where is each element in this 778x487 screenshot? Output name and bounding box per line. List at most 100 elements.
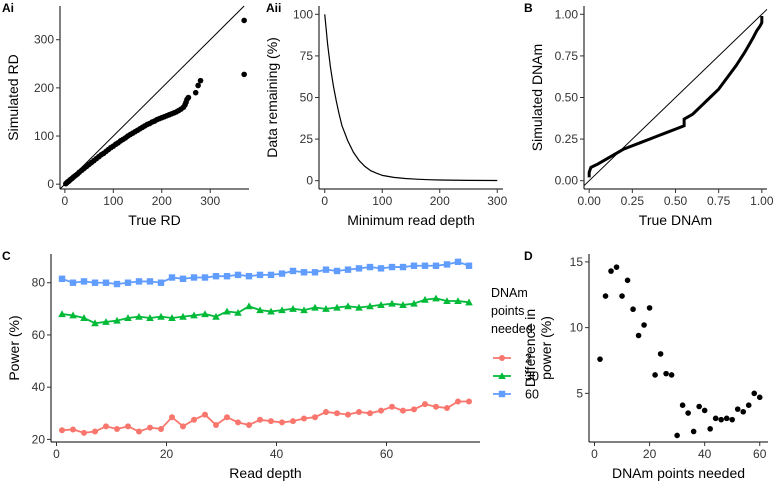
- series-point-30: [157, 312, 165, 320]
- x-axis-title: DNAm points needed: [612, 465, 745, 481]
- series-point-60: [311, 269, 319, 276]
- series-point-60: [179, 275, 187, 283]
- series-point-2: [400, 407, 406, 414]
- series-point-30: [421, 295, 429, 303]
- series-point-2: [158, 425, 164, 432]
- panel-label-d: D: [524, 249, 533, 263]
- y-tick-label: 0.25: [555, 132, 579, 146]
- series-point-2: [422, 401, 428, 408]
- series-point-2: [411, 406, 417, 413]
- legend-key-marker-60: [498, 390, 506, 398]
- data-point: [734, 406, 741, 412]
- series-point-2: [378, 407, 384, 414]
- series-point-60: [289, 267, 297, 275]
- x-tick-label: 0.25: [621, 194, 645, 208]
- identity-line: [583, 8, 768, 187]
- series-point-30: [344, 302, 352, 310]
- data-point: [674, 432, 680, 439]
- series-point-2: [444, 405, 450, 412]
- series-point-60: [366, 263, 374, 271]
- legend-key-marker-2: [499, 355, 505, 361]
- x-tick-label: 0.75: [707, 194, 731, 208]
- series-point-30: [124, 314, 132, 322]
- series-point-2: [59, 427, 65, 434]
- panel-label-b: B: [524, 1, 533, 15]
- panel-aii: 0 100 200 300 0 25 50 75 100 Minimum read depth Da…: [264, 6, 508, 228]
- data-point: [195, 82, 201, 89]
- series-point-2: [334, 410, 340, 417]
- series-point-60: [69, 279, 77, 286]
- y-tick-label: 1.00: [555, 7, 579, 21]
- series-point-30: [388, 299, 396, 307]
- x-tick-label: 300: [200, 194, 220, 208]
- series-point-2: [136, 428, 142, 435]
- y-axis-title-line: Difference in: [522, 309, 538, 387]
- series-point-30: [333, 303, 341, 311]
- series-point-30: [190, 311, 198, 319]
- series-point-60: [432, 262, 440, 269]
- legend-label-60: 60: [525, 388, 539, 402]
- data-point: [635, 332, 642, 339]
- series-point-2: [70, 426, 76, 433]
- series-point-2: [246, 422, 252, 429]
- x-axis-title: Read depth: [229, 465, 301, 481]
- series-point-2: [466, 398, 472, 405]
- panel-label-c: C: [2, 249, 11, 263]
- series-point-60: [333, 267, 341, 275]
- series-point-2: [389, 403, 395, 410]
- series-point-30: [267, 307, 275, 315]
- series-point-2: [301, 415, 307, 422]
- series-point-30: [146, 314, 154, 322]
- x-tick-label: 100: [103, 194, 123, 208]
- data-point: [652, 372, 658, 378]
- data-point: [685, 410, 691, 416]
- series-point-30: [69, 311, 77, 319]
- series-point-60: [157, 279, 165, 286]
- x-tick-label: 20: [643, 447, 657, 461]
- data-point: [690, 428, 697, 435]
- y-tick-label: 50: [300, 91, 314, 105]
- series-point-60: [223, 272, 231, 280]
- y-tick-label: 100: [34, 129, 54, 143]
- series-point-60: [267, 271, 275, 279]
- legend-title-line: needed: [491, 322, 533, 336]
- series-point-30: [322, 305, 330, 312]
- data-point: [712, 415, 719, 422]
- series-point-30: [410, 299, 418, 307]
- series-point-30: [300, 306, 308, 314]
- series-point-30: [168, 314, 176, 322]
- series-point-30: [179, 312, 187, 320]
- x-tick-label: 40: [698, 447, 712, 461]
- series-point-60: [102, 279, 110, 286]
- series-point-2: [92, 428, 98, 435]
- series-point-30: [234, 308, 242, 316]
- panel-label-aii: Aii: [266, 1, 281, 15]
- series-point-30: [432, 294, 440, 302]
- data-point: [729, 416, 735, 423]
- series-point-60: [355, 265, 363, 272]
- series-point-30: [366, 302, 374, 310]
- data-point: [241, 71, 247, 78]
- series-point-60: [300, 269, 308, 276]
- series-point-60: [168, 274, 176, 281]
- y-axis-title-line: power (%): [538, 316, 554, 380]
- series-point-60: [377, 265, 385, 272]
- data-point: [597, 356, 603, 362]
- series-line-2: [61, 400, 469, 434]
- series-point-2: [125, 423, 131, 430]
- series-point-30: [355, 303, 363, 311]
- series-point-2: [114, 425, 120, 432]
- legend-title-line: points: [491, 304, 524, 318]
- series-point-30: [80, 314, 88, 322]
- x-tick-label: 0: [321, 194, 328, 208]
- x-tick-label: 200: [152, 194, 172, 208]
- y-tick-label: 20: [32, 432, 46, 446]
- series-point-2: [455, 398, 461, 405]
- data-point: [723, 415, 730, 422]
- series-point-2: [367, 410, 373, 417]
- series-point-2: [191, 416, 197, 423]
- x-tick-label: 0: [53, 447, 60, 461]
- y-axis-title: Simulated RD: [5, 54, 21, 140]
- series-point-30: [465, 298, 473, 306]
